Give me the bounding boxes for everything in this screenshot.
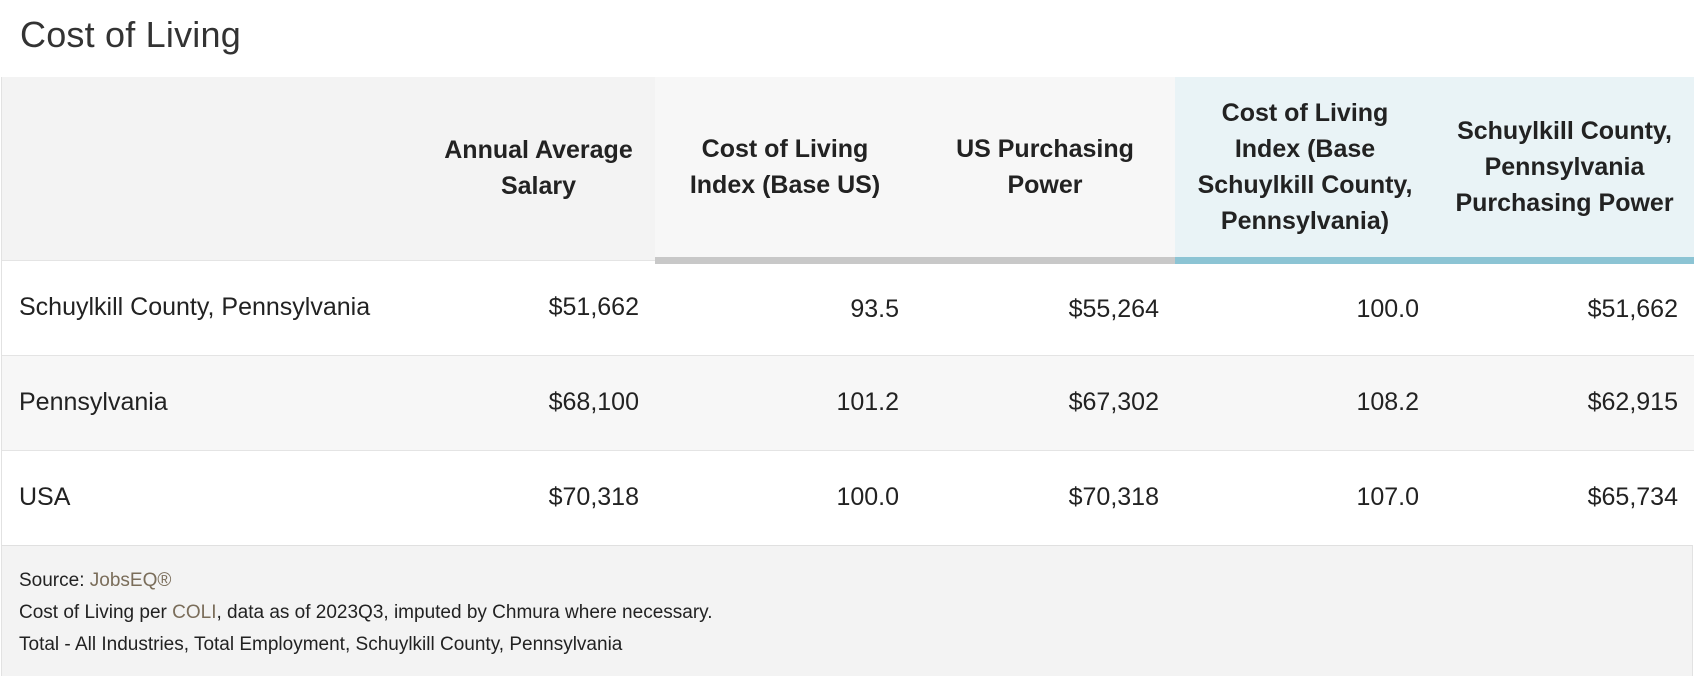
- page-title: Cost of Living: [20, 14, 241, 55]
- cell-local-purchasing-power: $51,662: [1587, 294, 1678, 323]
- cell-us-purchasing-power: $55,264: [1068, 294, 1159, 323]
- cell-salary: $51,662: [548, 293, 639, 321]
- cell-coli-us: 100.0: [836, 483, 899, 512]
- header-row: Annual Average Salary Cost of Living Ind…: [2, 77, 1694, 264]
- source-line: Source: JobsEQ®: [19, 565, 1692, 597]
- table-row: USA $70,318 100.0 $70,318 107.0 $65,734: [2, 450, 1694, 545]
- column-header-blank: [2, 77, 422, 260]
- cell-local-purchasing-power: $62,915: [1587, 388, 1678, 416]
- row-label: USA: [19, 483, 71, 512]
- row-label: Schuylkill County, Pennsylvania: [19, 293, 371, 321]
- cell-salary: $70,318: [548, 483, 639, 512]
- cell-coli-us: 101.2: [836, 388, 899, 416]
- column-header-coli-local: Cost of Living Index (Base Schuylkill Co…: [1175, 77, 1435, 264]
- cell-salary: $68,100: [548, 388, 639, 416]
- cell-local-purchasing-power: $65,734: [1587, 483, 1678, 512]
- cell-us-purchasing-power: $67,302: [1068, 388, 1159, 416]
- row-label: Pennsylvania: [19, 388, 168, 416]
- column-header-us-purchasing-power: US Purchasing Power: [915, 77, 1175, 264]
- coli-suffix: , data as of 2023Q3, imputed by Chmura w…: [216, 602, 713, 623]
- cell-coli-local: 107.0: [1356, 483, 1419, 512]
- column-header-salary: Annual Average Salary: [422, 77, 655, 260]
- cell-coli-local: 108.2: [1356, 388, 1419, 416]
- cell-coli-us: 93.5: [850, 294, 899, 323]
- cell-coli-local: 100.0: [1356, 294, 1419, 323]
- coli-line: Cost of Living per COLI, data as of 2023…: [19, 597, 1692, 629]
- coli-link[interactable]: COLI: [172, 602, 217, 623]
- table-row: Pennsylvania $68,100 101.2 $67,302 108.2…: [2, 355, 1694, 450]
- table-row: Schuylkill County, Pennsylvania $51,662 …: [2, 260, 1694, 355]
- column-header-coli-us: Cost of Living Index (Base US): [655, 77, 915, 264]
- table-footer: Source: JobsEQ® Cost of Living per COLI,…: [1, 545, 1693, 676]
- column-header-local-purchasing-power: Schuylkill County, Pennsylvania Purchasi…: [1435, 77, 1694, 264]
- source-prefix: Source:: [19, 570, 90, 591]
- jobseq-link[interactable]: JobsEQ®: [89, 570, 172, 591]
- coli-prefix: Cost of Living per: [19, 602, 173, 623]
- data-table: Annual Average Salary Cost of Living Ind…: [2, 77, 1694, 545]
- scope-line: Total - All Industries, Total Employment…: [19, 634, 623, 655]
- cell-us-purchasing-power: $70,318: [1068, 483, 1159, 512]
- cost-of-living-table: Annual Average Salary Cost of Living Ind…: [1, 77, 1694, 545]
